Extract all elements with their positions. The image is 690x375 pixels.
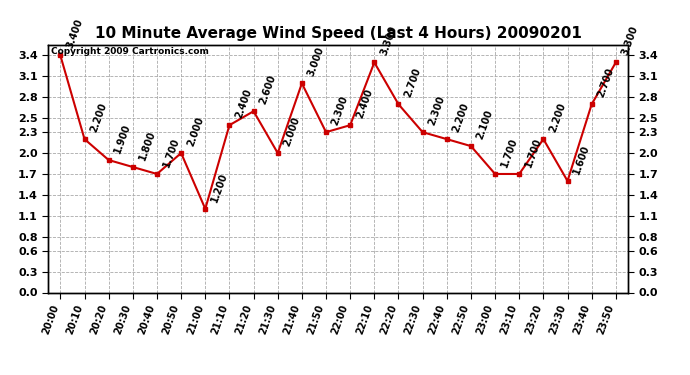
Text: 2.400: 2.400 (234, 87, 253, 120)
Text: 2.200: 2.200 (548, 101, 567, 134)
Text: Copyright 2009 Cartronics.com: Copyright 2009 Cartronics.com (51, 48, 209, 57)
Text: 2.000: 2.000 (282, 115, 302, 147)
Text: 1.600: 1.600 (572, 143, 591, 176)
Title: 10 Minute Average Wind Speed (Last 4 Hours) 20090201: 10 Minute Average Wind Speed (Last 4 Hou… (95, 26, 582, 41)
Text: 2.700: 2.700 (403, 66, 422, 99)
Text: 2.000: 2.000 (186, 115, 205, 147)
Text: 1.200: 1.200 (210, 171, 229, 203)
Text: 3.400: 3.400 (65, 18, 84, 50)
Text: 2.700: 2.700 (596, 66, 615, 99)
Text: 1.700: 1.700 (500, 136, 519, 168)
Text: 2.200: 2.200 (89, 101, 108, 134)
Text: 2.300: 2.300 (427, 94, 446, 127)
Text: 1.900: 1.900 (113, 122, 132, 154)
Text: 3.300: 3.300 (620, 24, 640, 57)
Text: 2.100: 2.100 (475, 108, 495, 141)
Text: 2.200: 2.200 (451, 101, 471, 134)
Text: 2.600: 2.600 (258, 74, 277, 106)
Text: 1.700: 1.700 (524, 136, 543, 168)
Text: 3.000: 3.000 (306, 45, 326, 78)
Text: 2.400: 2.400 (355, 87, 374, 120)
Text: 2.300: 2.300 (331, 94, 350, 127)
Text: 3.300: 3.300 (379, 24, 398, 57)
Text: 1.800: 1.800 (137, 129, 157, 162)
Text: 1.700: 1.700 (161, 136, 181, 168)
